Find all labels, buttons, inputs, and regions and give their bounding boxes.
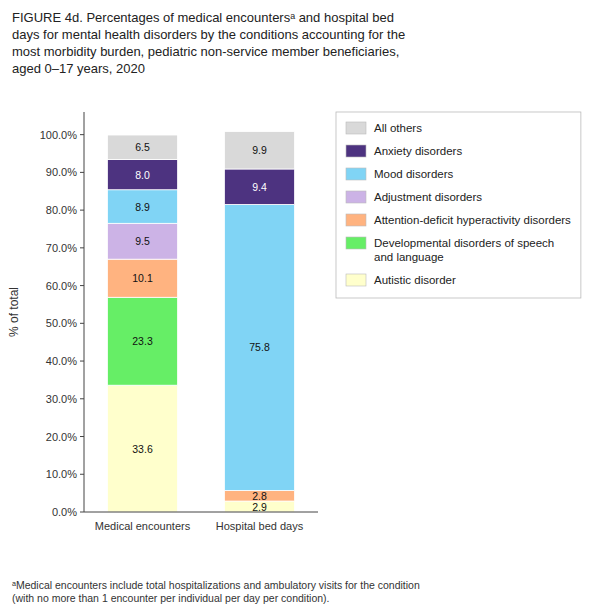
legend-label: Autistic disorder [374,274,456,286]
y-tick-label: 60.0% [46,280,77,292]
y-tick [80,436,84,437]
y-tick-label: 10.0% [46,468,77,480]
bar-segment [224,204,294,490]
legend-label: Anxiety disorders [374,145,462,157]
y-tick-label: 50.0% [46,317,77,329]
data-label: 75.8 [249,341,270,353]
legend-swatch [346,145,366,157]
legend-line: Mood disorders [374,168,454,180]
data-label: 10.1 [132,272,153,284]
y-tick [80,323,84,324]
y-tick-label: 90.0% [46,166,77,178]
bar-segment [224,490,294,501]
chart: FIGURE 4d. Percentages of medical encoun… [0,0,609,614]
legend-line: Developmental disorders of speech [374,237,554,249]
bar-segment [107,223,177,259]
y-tick-label: 30.0% [46,393,77,405]
bar-segment [107,160,177,190]
legend-line: and language [374,251,444,263]
legend-label: Adjustment disorders [374,191,482,203]
y-tick-label: 100.0% [40,129,78,141]
bar-segment [107,190,177,224]
legend-line: Adjustment disorders [374,191,482,203]
legend-frame [336,112,581,298]
data-label: 2.8 [252,490,267,502]
data-label: 8.9 [135,201,150,213]
legend-swatch [346,191,366,203]
data-label: 23.3 [132,335,153,347]
bar-segment [224,132,294,169]
bar-segment [224,169,294,204]
y-tick [80,512,84,513]
x-axis-line [84,512,318,513]
legend-label: All others [374,122,422,134]
data-label: 2.9 [252,501,267,513]
title-line: FIGURE 4d. Percentages of medical encoun… [12,10,394,25]
bar-segment [107,385,177,512]
y-axis-label: % of total [7,287,21,337]
y-tick-label: 20.0% [46,431,77,443]
footnote-line: ᵃMedical encounters include total hospit… [12,579,420,591]
title-line: aged 0–17 years, 2020 [12,61,145,76]
bar-segment [107,135,177,160]
legend: All others Anxiety disorders Mood disorder… [336,112,581,298]
data-label: 33.6 [132,443,153,455]
bar-segment [107,259,177,297]
title-line: most morbidity burden, pediatric non-ser… [12,44,399,59]
x-tick-label: Medical encounters [95,520,191,532]
data-label: 9.5 [135,235,150,247]
y-tick [80,210,84,211]
y-tick-label: 0.0% [52,506,77,518]
y-tick [80,247,84,248]
bar-segment [107,297,177,385]
footnote: ᵃMedical encounters include total hospit… [12,579,420,604]
data-label: 9.4 [252,181,267,193]
legend-swatch [346,237,366,249]
bar-segment [224,501,294,512]
legend-swatch [346,214,366,226]
y-tick [80,134,84,135]
title: FIGURE 4d. Percentages of medical encoun… [12,10,405,76]
title-line: days for mental health disorders by the … [12,27,405,42]
legend-swatch [346,168,366,180]
legend-line: Anxiety disorders [374,145,462,157]
y-tick [80,361,84,362]
y-tick-label: 70.0% [46,242,77,254]
data-label: 8.0 [135,169,150,181]
data-label: 6.5 [135,141,150,153]
legend-label: Mood disorders [374,168,454,180]
legend-line: Attention-deficit hyperactivity disorder… [374,214,571,226]
y-tick-label: 80.0% [46,204,77,216]
legend-swatch [346,274,366,286]
y-tick-label: 40.0% [46,355,77,367]
footnote-line: (with no more than 1 encounter per indiv… [12,592,330,604]
legend-swatch [346,122,366,134]
legend-label: Developmental disorders of speech and lan… [374,237,554,263]
y-tick [80,398,84,399]
data-labels: 33.6 2.9 23.3 10.1 2.8 9.5 8.9 75.8 8.0 9.4 6.5 9.9 [132,141,270,512]
x-tick-label: Hospital bed days [216,520,304,532]
y-tick [80,172,84,173]
data-label: 9.9 [252,144,267,156]
legend-line: All others [374,122,422,134]
bars [107,132,294,512]
legend-label: Attention-deficit hyperactivity disorder… [374,214,571,226]
y-tick [80,285,84,286]
y-tick [80,474,84,475]
legend-line: Autistic disorder [374,274,456,286]
